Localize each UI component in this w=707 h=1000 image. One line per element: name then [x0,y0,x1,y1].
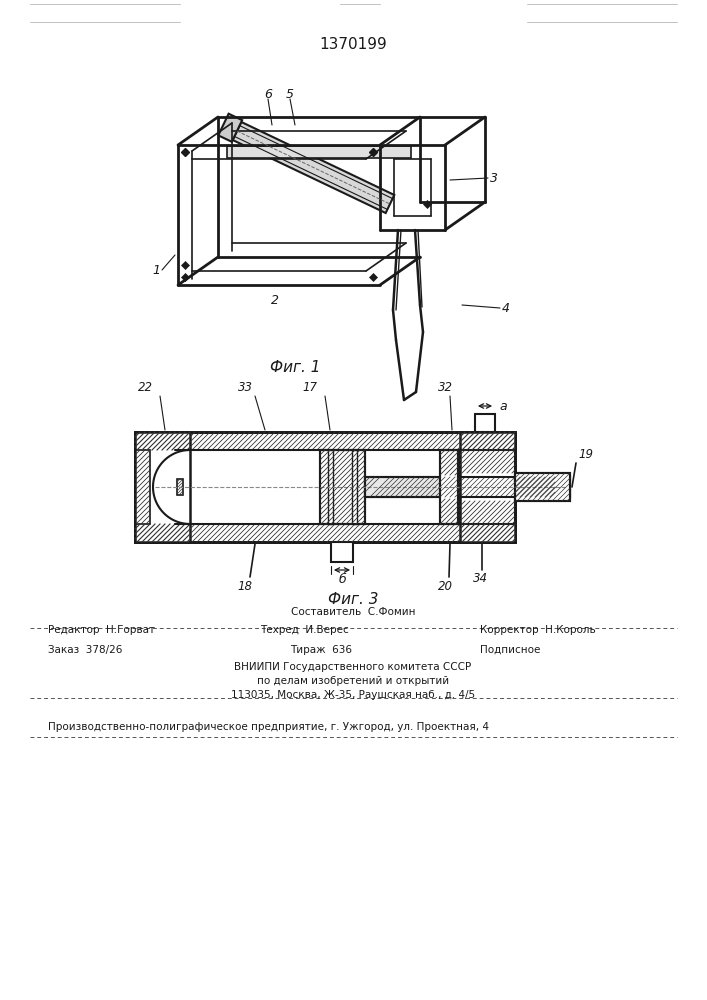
Text: Техред  И.Верес: Техред И.Верес [260,625,349,635]
Polygon shape [218,114,243,142]
Bar [135,432,515,542]
Bar [515,473,570,501]
Bar [331,542,353,562]
Text: Корректор  Н.Король: Корректор Н.Король [480,625,596,635]
Text: 33: 33 [238,381,252,394]
Bar [320,450,365,524]
Text: 2: 2 [271,294,279,307]
Text: Подписное: Подписное [480,645,540,655]
Bar [515,473,570,501]
Text: Тираж  636: Тираж 636 [290,645,352,655]
Polygon shape [233,122,395,213]
Bar [365,477,570,497]
Text: Фиг. 1: Фиг. 1 [270,360,320,375]
Text: 4: 4 [502,302,510,314]
Text: Редактор  Н.Горват: Редактор Н.Горват [48,625,155,635]
Bar [135,432,515,542]
Bar [460,432,515,542]
Text: Составитель  С.Фомин: Составитель С.Фомин [291,607,415,617]
Bar [365,477,570,497]
Bar [227,146,411,158]
Bar [135,450,150,524]
Bar [440,450,458,524]
Bar [328,450,333,524]
Text: Заказ  378/26: Заказ 378/26 [48,645,122,655]
Text: 22: 22 [137,381,153,394]
Bar [177,479,183,495]
Text: Фиг. 3: Фиг. 3 [328,592,378,607]
Text: 19: 19 [578,448,593,461]
Bar [135,432,190,542]
Bar [320,450,365,524]
Text: ВНИИПИ Государственного комитета СССР: ВНИИПИ Государственного комитета СССР [235,662,472,672]
Text: 34: 34 [472,572,488,585]
Text: 1370199: 1370199 [319,37,387,52]
Text: 3: 3 [490,172,498,184]
Text: по делам изобретений и открытий: по делам изобретений и открытий [257,676,449,686]
Text: а: а [499,399,507,412]
Bar [440,450,458,524]
Bar [475,414,495,432]
Text: 20: 20 [438,580,452,593]
Text: б: б [338,573,346,586]
Bar [135,432,515,450]
Text: 32: 32 [438,381,452,394]
Text: Производственно-полиграфическое предприятие, г. Ужгород, ул. Проектная, 4: Производственно-полиграфическое предприя… [48,722,489,732]
Text: 17: 17 [303,381,317,394]
Bar [135,524,515,542]
Bar [460,450,515,524]
Bar [352,450,357,524]
Text: 1: 1 [152,263,160,276]
Text: 113035, Москва, Ж-35, Раушская наб., д. 4/5: 113035, Москва, Ж-35, Раушская наб., д. … [231,690,475,700]
Text: 5: 5 [286,89,294,102]
Text: 18: 18 [238,580,252,593]
Text: 6: 6 [264,89,272,102]
